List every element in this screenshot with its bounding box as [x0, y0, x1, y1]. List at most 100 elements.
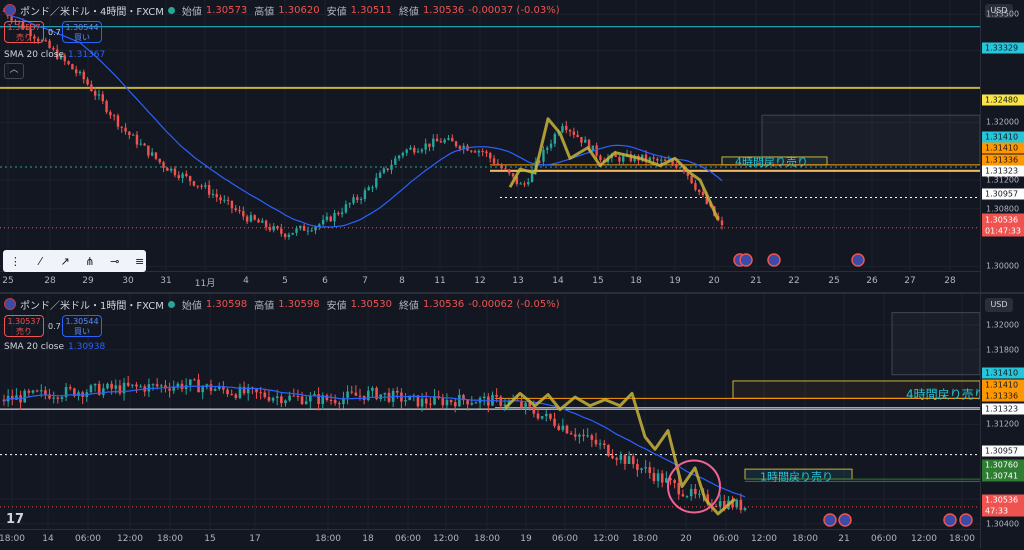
sell-price: 1.30537 — [7, 23, 41, 32]
candle-body — [246, 387, 250, 394]
low-value: 1.30511 — [350, 4, 392, 16]
time-tick: 18 — [630, 276, 642, 286]
candle-body — [735, 499, 739, 508]
candle-body — [451, 138, 454, 142]
sma-indicator-legend[interactable]: SMA 20 close 1.30938 — [4, 342, 105, 352]
candle-body — [200, 185, 203, 187]
candle-body — [482, 396, 486, 399]
candle-body — [276, 226, 279, 229]
price-tag: 1.31410 — [982, 379, 1024, 391]
time-axis-4h[interactable]: 25 28 29 30 31 11月 4 5 6 7 8 11 12 13 14 15 18 19 20 21 22 25… — [0, 271, 980, 292]
candle-body — [55, 49, 59, 59]
candle-body — [546, 147, 549, 150]
sma-indicator-legend[interactable]: SMA 20 close 1.31367 — [4, 50, 105, 60]
candle-body — [511, 173, 515, 177]
candle-body — [698, 189, 701, 193]
candle-body — [135, 384, 138, 387]
collapse-legend-button[interactable]: ︿ — [4, 63, 24, 79]
candle-body — [284, 400, 287, 404]
buy-label: 買い — [74, 327, 90, 336]
candle-body — [565, 125, 568, 131]
candle-body — [126, 382, 130, 386]
candle-body — [549, 413, 552, 419]
candle-body — [366, 390, 370, 401]
candle-body — [536, 413, 540, 419]
candle-body — [677, 483, 681, 495]
candle-body — [242, 211, 245, 217]
candle-body — [299, 225, 302, 229]
candle-body — [325, 395, 329, 401]
candle-body — [428, 143, 431, 147]
price-plot-1h[interactable]: 4時間戻り売り 1時間戻り売り — [0, 294, 980, 530]
drag-handle-icon[interactable]: ⋮ — [9, 254, 21, 268]
price-action-highlight — [503, 391, 736, 516]
trend-line-icon[interactable]: ⁄ — [39, 254, 42, 268]
candle-body — [470, 403, 474, 405]
time-tick: 12 — [474, 276, 486, 286]
candle-body — [363, 190, 367, 200]
candle-body — [350, 391, 354, 393]
candle-body — [226, 389, 229, 395]
pitchfork-icon[interactable]: ⋔ — [85, 254, 95, 268]
candle-body — [618, 156, 621, 162]
time-tick: 12:00 — [593, 534, 619, 544]
time-tick: 18:00 — [632, 534, 658, 544]
economic-event-icon — [851, 253, 865, 267]
candle-body — [470, 150, 473, 152]
price-axis-4h[interactable]: USD 1.335001.330001.320001.312001.308001… — [980, 0, 1024, 292]
candle-body — [416, 151, 420, 153]
time-tick: 18:00 — [949, 534, 975, 544]
candle-body — [10, 16, 13, 21]
symbol-label[interactable]: ポンド／米ドル・1時間・FXCM — [20, 300, 164, 312]
candle-body — [102, 388, 105, 395]
price-tag: 1.30957 — [982, 188, 1024, 200]
time-tick: 18:00 — [792, 534, 818, 544]
candle-body — [207, 185, 211, 195]
symbol-label[interactable]: ポンド／米ドル・4時間・FXCM — [20, 6, 164, 18]
chart-pane-4h[interactable]: 4時間戻り売り ポンド／米ドル・4時間・FXCM 始値 1.30573 高値 1.3… — [0, 0, 1024, 294]
buy-button[interactable]: 1.30544 買い — [62, 21, 102, 43]
economic-event-icon — [959, 513, 973, 527]
ray-icon[interactable]: ↗ — [60, 254, 70, 268]
candle-body — [162, 162, 165, 168]
candle-body — [445, 400, 449, 406]
chart-pane-1h[interactable]: 4時間戻り売り 1時間戻り売り ポンド／米ドル・1時間・FXCM 始値 1.3059… — [0, 294, 1024, 548]
candle-body — [325, 216, 329, 220]
candle-body — [97, 94, 101, 96]
candle-body — [352, 197, 355, 204]
candle-body — [238, 210, 241, 212]
price-axis-1h[interactable]: USD 1.320001.318001.312001.306001.304001… — [980, 294, 1024, 548]
horizontal-ray-icon[interactable]: ⊸ — [110, 254, 120, 268]
sell-button[interactable]: 1.30537 売り — [4, 21, 44, 43]
candle-body — [375, 387, 378, 400]
candle-body — [424, 143, 427, 150]
time-axis-1h[interactable]: 18:00 14 06:00 12:00 18:00 15 17 18:00 18 06:00 12… — [0, 529, 980, 550]
sell-button[interactable]: 1.30537 売り — [4, 315, 44, 337]
tradingview-logo: 17 — [6, 512, 25, 527]
candle-body — [242, 386, 246, 394]
candle-body — [671, 160, 674, 165]
time-tick: 15 — [592, 276, 604, 286]
candle-body — [675, 164, 678, 168]
candle-body — [317, 394, 320, 405]
price-plot-4h[interactable]: 4時間戻り売り — [0, 0, 980, 270]
candle-body — [358, 395, 362, 397]
candle-body — [158, 158, 161, 163]
candle-body — [90, 84, 93, 92]
fib-icon[interactable]: ≡ — [134, 254, 145, 268]
currency-button[interactable]: USD — [985, 4, 1013, 18]
price-tag: 1.31410 — [982, 367, 1024, 379]
currency-button[interactable]: USD — [985, 298, 1013, 312]
candle-body — [665, 478, 668, 483]
buy-button[interactable]: 1.30544 買い — [62, 315, 102, 337]
candle-body — [93, 91, 97, 96]
candle-body — [333, 213, 336, 222]
candle-body — [586, 435, 589, 437]
price-tag: 1.33329 — [982, 42, 1024, 54]
candle-body — [432, 138, 435, 147]
candle-body — [420, 149, 424, 152]
candle-body — [164, 385, 167, 389]
price-action-highlight — [508, 117, 720, 221]
candle-body — [602, 443, 606, 446]
time-tick: 13 — [512, 276, 524, 286]
